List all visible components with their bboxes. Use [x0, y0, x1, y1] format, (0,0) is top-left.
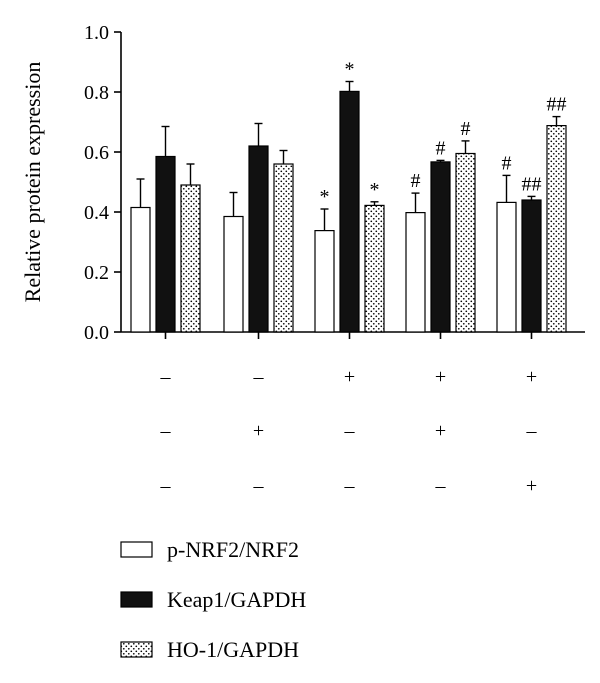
bar: [180, 184, 201, 333]
bar: [273, 163, 294, 333]
condition-sign: –: [435, 475, 447, 497]
y-tick-label: 0.2: [84, 262, 109, 284]
condition-sign: +: [526, 475, 537, 497]
condition-sign: –: [253, 475, 265, 497]
significance-marker: *: [320, 186, 330, 208]
condition-sign: +: [344, 366, 355, 388]
bar: [546, 124, 567, 333]
condition-sign: –: [253, 366, 265, 388]
condition-sign: –: [526, 420, 538, 442]
significance-marker: *: [345, 59, 355, 81]
y-tick-label: 0.6: [84, 142, 109, 164]
bar: [405, 212, 426, 333]
significance-marker: #: [411, 170, 421, 192]
significance-marker: #: [461, 118, 471, 140]
condition-sign: –: [344, 475, 356, 497]
bar: [314, 230, 335, 333]
y-tick-label: 1.0: [84, 22, 109, 44]
significance-marker: ##: [547, 94, 567, 116]
condition-sign: –: [160, 475, 172, 497]
bar: [496, 201, 517, 333]
y-tick-label: 0.4: [84, 202, 109, 224]
legend-label: p-NRF2/NRF2: [167, 537, 299, 562]
legend-swatch: [120, 541, 153, 558]
bar: [248, 145, 269, 333]
y-axis-label: Relative protein expression: [20, 62, 45, 303]
condition-sign: –: [344, 420, 356, 442]
y-tick-label: 0.0: [84, 322, 109, 344]
condition-sign: +: [435, 420, 446, 442]
condition-sign: +: [253, 420, 264, 442]
bar: [155, 155, 176, 333]
bar: [223, 215, 244, 333]
bar: [339, 90, 360, 333]
bar: [455, 152, 476, 333]
y-tick-label: 0.8: [84, 82, 109, 104]
significance-marker: ##: [522, 173, 542, 195]
legend-swatch: [120, 641, 153, 658]
condition-sign: +: [435, 366, 446, 388]
significance-marker: #: [502, 152, 512, 174]
condition-sign: –: [160, 420, 172, 442]
condition-sign: +: [526, 366, 537, 388]
condition-sign: –: [160, 366, 172, 388]
significance-marker: #: [436, 137, 446, 159]
bar: [364, 204, 385, 333]
bar: [521, 199, 542, 333]
legend-label: Keap1/GAPDH: [167, 587, 306, 612]
bar: [130, 206, 151, 333]
legend-label: HO-1/GAPDH: [167, 637, 299, 662]
significance-marker: *: [370, 179, 380, 201]
legend-swatch: [120, 591, 153, 608]
bar: [430, 161, 451, 333]
